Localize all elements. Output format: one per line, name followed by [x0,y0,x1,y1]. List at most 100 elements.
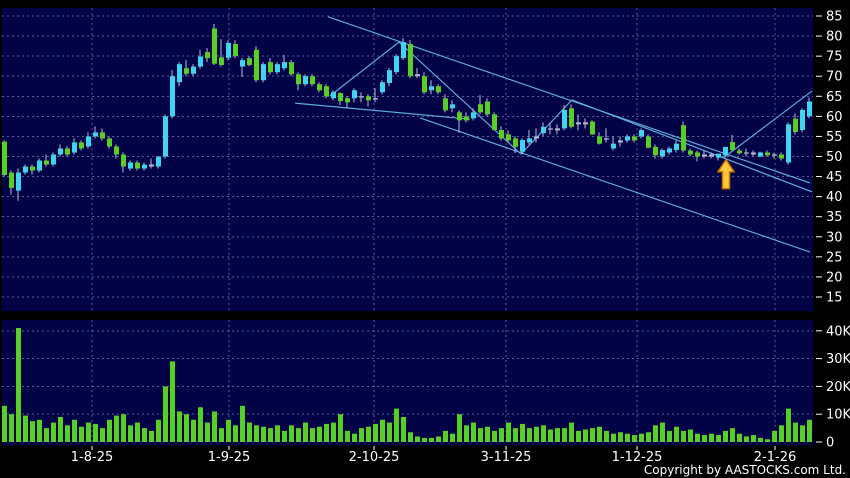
volume-bar [506,422,511,442]
volume-bar [331,422,336,442]
price-axis-label: 30 [826,230,843,245]
candle-up [800,109,805,131]
candle-down [555,128,560,131]
volume-bar [226,419,231,442]
candle-down [590,121,595,135]
volume-axis-label: 20K [826,380,850,395]
candle-down [212,28,217,64]
candle-down [184,68,189,74]
candle-down [135,162,140,169]
candle-up [37,160,42,171]
candle-down [513,138,518,147]
volume-bar [499,428,504,442]
candle-down [79,142,84,149]
trendline [722,90,813,159]
candle-down [324,86,329,97]
candle-up [674,143,679,151]
candle-down [730,142,735,151]
volume-bar [289,425,294,442]
date-axis-label: 1-9-25 [208,450,250,465]
volume-bar [534,426,539,442]
volume-bar [16,328,21,442]
volume-bar [114,415,119,442]
volume-bar [401,416,406,442]
candle-down [583,122,588,125]
volume-bar [219,428,224,442]
copyright-text: Copyright by AASTOCKS.com Ltd. [643,463,846,477]
volume-bar [394,408,399,442]
candle-up [23,166,28,173]
volume-bar [359,428,364,442]
volume-bar [660,422,665,442]
candle-up [660,150,665,157]
volume-bar [254,425,259,442]
volume-bar [198,407,203,442]
volume-bar [366,426,371,442]
candle-down [793,118,798,133]
volume-bar [100,428,105,442]
volume-bar [583,429,588,442]
candle-up [86,136,91,147]
volume-axis-label: 40K [826,324,850,339]
volume-bar [37,419,42,442]
candle-up [758,152,763,157]
candle-up [275,64,280,73]
volume-bar [191,419,196,442]
candle-down [121,154,126,167]
candle-up [93,132,98,137]
volume-bar [9,414,14,442]
volume-bar [142,428,147,442]
candle-up [429,86,434,91]
candle-up [807,101,812,117]
candle-down [709,154,714,157]
volume-bar [562,428,567,442]
candle-down [100,132,105,139]
volume-bar [247,422,252,442]
candle-down [345,98,350,103]
candle-down [765,152,770,156]
volume-bar [681,430,686,442]
candle-up [226,42,231,58]
date-axis-label: 2-1-26 [754,450,796,465]
candle-up [786,124,791,163]
volume-bar [338,414,343,442]
volume-bar [485,426,490,442]
candle-down [149,164,154,167]
candle-up [128,162,133,169]
volume-bar [149,430,154,442]
candle-down [338,93,343,102]
candle-down [457,112,462,121]
price-axis-label: 70 [826,70,843,85]
candle-up [702,154,707,157]
volume-bar [170,361,175,442]
volume-bar [744,436,749,442]
volume-bar [569,422,574,442]
candle-up [191,66,196,74]
price-pane [2,8,813,311]
candle-down [268,62,273,73]
volume-bar [716,435,721,442]
volume-bar [618,432,623,442]
candle-down [492,114,497,131]
volume-bar [135,422,140,442]
candle-up [142,164,147,169]
volume-bar [415,436,420,442]
volume-bar [555,428,560,442]
volume-bar [373,423,378,442]
candle-down [604,138,609,140]
date-axis-label: 2-10-25 [349,450,400,465]
date-axis-label: 1-12-25 [612,450,663,465]
candle-up [576,122,581,125]
volume-bar [646,432,651,442]
volume-bar [205,422,210,442]
candle-down [415,74,420,77]
candle-up [352,90,357,99]
candle-down [205,52,210,59]
volume-bar [121,414,126,442]
volume-bar [443,430,448,442]
volume-bar [800,425,805,442]
volume-bar [464,425,469,442]
volume-bar [387,422,392,442]
volume-bar [737,433,742,442]
